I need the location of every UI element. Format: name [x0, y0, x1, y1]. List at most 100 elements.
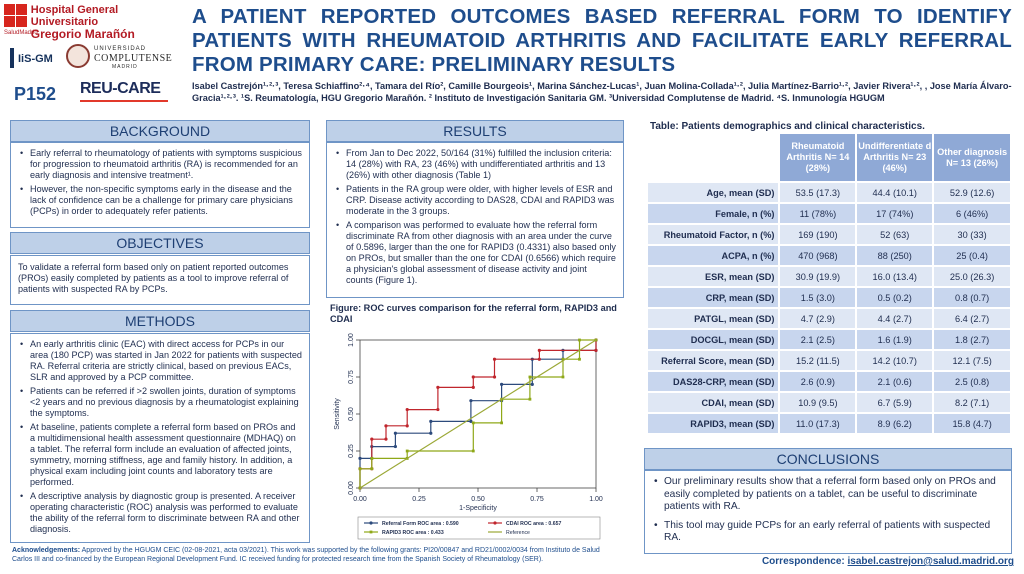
table-cell: 30 (33) [933, 224, 1012, 246]
legend-marker [369, 521, 373, 525]
background-item: Early referral to rheumatology of patien… [18, 148, 302, 181]
conclusions-body: Our preliminary results show that a refe… [644, 470, 1012, 554]
rapid3-point [370, 457, 374, 460]
table-cell: 17 (74%) [856, 203, 935, 225]
table-row-label: DOCGL, mean (SD) [648, 329, 781, 351]
ucm-line2: COMPLUTENSE [94, 53, 173, 64]
referral-form-point [429, 431, 433, 435]
cdai-point [537, 348, 541, 352]
conclusions-item: This tool may guide PCPs for an early re… [652, 520, 1004, 545]
rapid3-point [561, 357, 565, 361]
methods-body: An early arthritis clinic (EAC) with dir… [10, 333, 310, 543]
referral-form-point [358, 456, 362, 460]
table-cell: 16.0 (13.4) [856, 266, 935, 288]
legend-rapid3: RAPID3 ROC area : 0.433 [382, 530, 444, 536]
table-cell: 6 (46%) [933, 203, 1012, 225]
table-cell: 1.8 (2.7) [933, 329, 1012, 351]
ack-label: Acknowledgements: [12, 547, 81, 554]
hospital-logo: Hospital General Universitario Gregorio … [4, 4, 174, 41]
reference-line [359, 339, 597, 489]
background-body: Early referral to rheumatology of patien… [10, 142, 310, 228]
rapid3-point [471, 421, 475, 425]
results-item: Patients in the RA group were older, wit… [334, 184, 616, 217]
referral-form-point [393, 431, 397, 435]
authors: Isabel Castrejón¹·²·³, Teresa Schiaffino… [192, 81, 1012, 103]
table-row-label: RAPID3, mean (SD) [648, 413, 781, 435]
table-column-header: Undifferentiate d Arthritis N= 23 (46%) [856, 134, 935, 183]
cdai-point [492, 357, 497, 361]
cdai-point [492, 375, 497, 379]
legend-referral-form: Referral Form ROC area : 0.590 [382, 521, 459, 527]
y-tick-label: 1.00 [348, 333, 355, 347]
referral-form-point [500, 382, 504, 386]
cdai-point [405, 407, 409, 412]
table-row: Age, mean (SD) 53.5 (17.3) 44.4 (10.1) 52.9… [648, 182, 1012, 204]
objectives-heading: OBJECTIVES [10, 232, 310, 254]
hospital-name-line2: Gregorio Marañón [30, 27, 135, 41]
rapid3-point [370, 467, 374, 471]
table-cell: 2.6 (0.9) [779, 371, 858, 393]
legend-marker [493, 521, 497, 525]
results-item: A comparison was performed to evaluate h… [334, 220, 616, 286]
table-row: ESR, mean (SD) 30.9 (19.9) 16.0 (13.4) 25.0… [648, 266, 1012, 288]
table-row-label: CDAI, mean (SD) [648, 392, 781, 414]
cdai-point [594, 348, 598, 352]
referral-form-point [530, 382, 534, 386]
correspondence: Correspondence: isabel.castrejon@salud.m… [762, 556, 1014, 567]
x-tick-label: 0.00 [353, 496, 367, 503]
table-corner [648, 134, 781, 183]
objectives-body: To validate a referral form based only o… [10, 255, 310, 305]
salud-madrid-label: SaludMadrid [4, 30, 38, 36]
y-tick-label: 0.25 [348, 444, 355, 458]
table-cell: 6.4 (2.7) [933, 308, 1012, 330]
rapid3-point [528, 375, 532, 379]
y-axis-label: Sensitivity [334, 398, 341, 430]
methods-item: At baseline, patients complete a referra… [18, 422, 302, 488]
table-cell: 4.4 (2.7) [856, 308, 935, 330]
table-row: Female, n (%) 11 (78%) 17 (74%) 6 (46%) [648, 203, 1012, 225]
corr-email-link[interactable]: isabel.castrejon@salud.madrid.org [847, 556, 1014, 567]
results-heading: RESULTS [326, 120, 624, 142]
rapid3-point [358, 486, 362, 490]
table-row-label: CRP, mean (SD) [648, 287, 781, 309]
ucm-logo: UNIVERSIDAD COMPLUTENSE MADRID [66, 44, 176, 72]
table-cell: 10.9 (9.5) [779, 392, 858, 414]
table-cell: 8.2 (7.1) [933, 392, 1012, 414]
conclusions-heading: CONCLUSIONS [644, 448, 1012, 470]
table-row-label: PATGL, mean (SD) [648, 308, 781, 330]
legend-cdai: CDAI ROC area : 0.657 [506, 521, 561, 527]
rapid3-point [578, 338, 581, 342]
poster-number: P152 [14, 84, 57, 104]
table-row-label: Rheumatoid Factor, n (%) [648, 224, 781, 246]
acknowledgements: Acknowledgements: Approved by the HGUGM … [12, 546, 620, 564]
referral-form-point [393, 444, 397, 449]
table-cell: 53.5 (17.3) [779, 182, 858, 204]
table-cell: 1.5 (3.0) [779, 287, 858, 309]
table-row: CDAI, mean (SD) 10.9 (9.5) 6.7 (5.9) 8.2 (7… [648, 392, 1012, 414]
methods-item: An early arthritis clinic (EAC) with dir… [18, 339, 302, 383]
table-row: DAS28-CRP, mean (SD) 2.6 (0.9) 2.1 (0.6) 2.… [648, 371, 1012, 393]
results-body: From Jan to Dec 2022, 50/164 (31%) fulfi… [326, 142, 624, 298]
table-cell: 44.4 (10.1) [856, 182, 935, 204]
cdai-point [405, 424, 409, 428]
cdai-point [436, 407, 440, 412]
table-row: RAPID3, mean (SD) 11.0 (17.3) 8.9 (6.2) 15.… [648, 413, 1012, 435]
table-cell: 2.5 (0.8) [933, 371, 1012, 393]
table-row-label: Female, n (%) [648, 203, 781, 225]
cdai-point [384, 424, 388, 428]
results-item: From Jan to Dec 2022, 50/164 (31%) fulfi… [334, 148, 616, 181]
cdai-point [436, 385, 440, 389]
table-cell: 11 (78%) [779, 203, 858, 225]
table-row: Referral Score, mean (SD) 15.2 (11.5) 14.2… [648, 350, 1012, 372]
table-cell: 52 (63) [856, 224, 935, 246]
table-row: CRP, mean (SD) 1.5 (3.0) 0.5 (0.2) 0.8 (0.7… [648, 287, 1012, 309]
rapid3-point [358, 467, 362, 471]
conclusions-item: Our preliminary results show that a refe… [652, 476, 1004, 514]
rapid3-point [561, 375, 565, 379]
x-tick-label: 0.50 [471, 496, 485, 503]
rapid3-point [500, 421, 503, 425]
table-cell: 4.7 (2.9) [779, 308, 858, 330]
methods-item: Patients can be referred if >2 swollen j… [18, 386, 302, 419]
rapid3-point [528, 397, 532, 401]
referral-form-point [429, 419, 433, 423]
